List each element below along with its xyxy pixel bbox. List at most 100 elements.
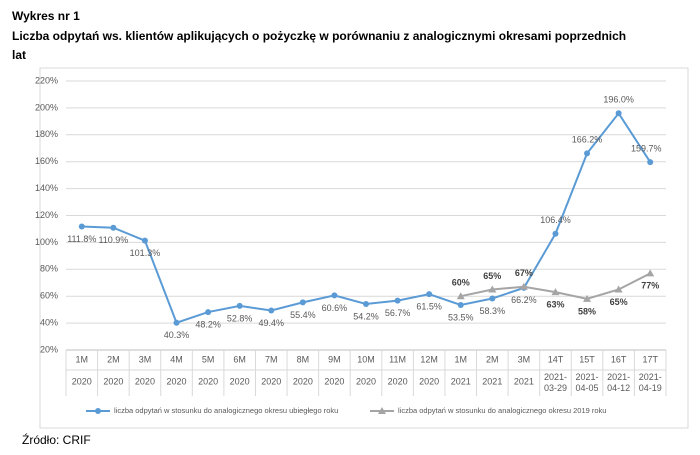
data-label: 48.2% [195,319,221,329]
data-label: 52.8% [227,313,253,323]
marker [236,302,243,309]
data-label: 159.7% [631,143,662,153]
x-tick-sublabel: 2021 [451,376,471,386]
x-tick-sublabel: 2020 [388,376,408,386]
x-tick-label: 12M [420,354,438,364]
x-tick-sublabel: 2020 [103,376,123,386]
data-label: 61.5% [416,302,442,312]
x-tick-label: 14T [548,354,564,364]
x-tick-label: 1M [454,354,467,364]
data-label: 65% [610,297,628,307]
chart-frame [39,67,689,429]
y-tick-label: 200% [35,102,58,112]
chart-subtitle: Liczba odpytań ws. klientów aplikujących… [12,29,626,62]
x-tick-label: 1M [76,354,89,364]
data-label: 60% [452,278,470,288]
x-tick-sublabel: 2020 [230,376,250,386]
marker [331,292,338,299]
x-tick-sublabel: 2021 [482,376,502,386]
x-tick-label: 4M [170,354,183,364]
marker [141,237,148,244]
x-tick-sublabel: 2020 [356,376,376,386]
x-tick-sublabel: 2020 [72,376,92,386]
marker [583,294,592,302]
marker [110,224,117,231]
x-tick-label: 15T [579,354,595,364]
x-tick-label: 11M [389,354,406,364]
y-tick-label: 140% [35,183,58,193]
x-tick-sublabel: 2021-04-05 [576,372,599,393]
data-label: 67% [515,268,533,278]
y-tick-label: 80% [40,264,58,274]
data-label: 196.0% [603,95,634,105]
y-tick-label: 20% [40,344,58,354]
x-tick-sublabel: 2020 [324,376,344,386]
x-tick-label: 7M [265,354,278,364]
x-tick-label: 10M [357,354,375,364]
data-label: 54.2% [353,311,379,321]
marker [647,159,654,166]
x-tick-label: 5M [202,354,215,364]
data-label: 40.3% [164,330,190,340]
marker [614,285,623,293]
y-tick-label: 220% [35,75,58,85]
x-tick-sublabel: 2021 [514,376,534,386]
y-tick-label: 160% [35,156,58,166]
x-tick-sublabel: 2020 [167,376,187,386]
chart-title: Wykres nr 1 [12,9,80,23]
data-label: 106.4% [540,215,571,225]
data-label: 56.7% [385,308,411,318]
data-label: 58% [578,306,596,316]
marker [205,309,212,316]
data-label: 166.2% [572,135,603,145]
legend-label: liczba odpytań w stosunku do analogiczne… [114,406,338,415]
x-tick-label: 3M [139,354,152,364]
data-label: 110.9% [98,235,128,245]
source: Źródło: CRIF [22,432,91,447]
x-tick-label: 2M [107,354,120,364]
marker [268,307,275,314]
y-tick-label: 100% [35,237,58,247]
x-tick-label: 3M [518,354,531,364]
y-tick-label: 180% [35,129,58,139]
marker [584,150,591,157]
marker [394,297,401,304]
y-tick-label: 60% [40,291,58,301]
y-tick-label: 40% [40,317,58,327]
marker [488,285,497,293]
y-tick-label: 120% [35,210,58,220]
x-tick-sublabel: 2020 [293,376,313,386]
x-tick-label: 9M [328,354,341,364]
x-tick-sublabel: 2020 [198,376,218,386]
marker [456,292,465,300]
x-tick-label: 2M [486,354,499,364]
marker [457,301,464,308]
marker [299,299,306,306]
data-label: 101.3% [130,248,161,258]
data-label: 60.6% [322,303,348,313]
x-tick-sublabel: 2020 [261,376,281,386]
marker [363,301,369,308]
x-tick-sublabel: 2021-04-12 [607,372,630,393]
data-label: 49.4% [258,318,284,328]
marker [551,288,560,296]
data-label: 77% [641,281,659,291]
x-tick-label: 6M [233,354,246,364]
data-label: 111.8% [67,234,96,244]
marker [646,269,655,277]
x-tick-sublabel: 2021-04-19 [639,372,662,393]
x-tick-label: 16T [611,354,627,364]
data-label: 66.2% [511,295,537,305]
x-tick-sublabel: 2020 [135,376,155,386]
marker [489,295,496,302]
data-label: 63% [546,300,564,310]
x-tick-sublabel: 2020 [419,376,439,386]
x-tick-label: 8M [297,354,310,364]
marker [173,319,180,326]
data-label: 65% [483,271,501,281]
legend-marker [95,408,101,414]
marker [552,230,559,237]
data-label: 53.5% [448,312,474,322]
legend-label: liczba odpytań w stosunku do analogiczne… [398,406,606,415]
